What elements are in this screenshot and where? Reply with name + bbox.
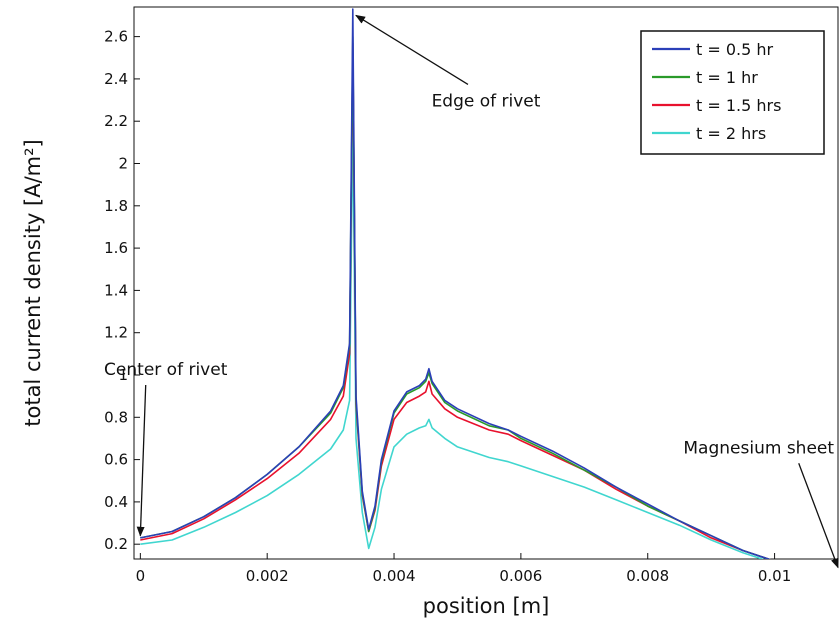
x-tick-label: 0.006 [499,567,542,585]
series-layer [140,8,771,559]
legend-label: t = 1 hr [696,68,758,87]
x-axis-title: position [m] [423,594,550,618]
y-tick-label: 1.8 [104,197,128,215]
annotation-arrow [136,384,147,537]
annotation-label: Magnesium sheet [683,438,834,458]
legend: t = 0.5 hr t = 1 hr t = 1.5 hrs t = 2 hrs [640,30,825,155]
legend-label: t = 2 hrs [696,124,766,143]
y-tick-label: 0.2 [104,535,128,553]
y-tick-label: 2.4 [104,70,128,88]
annotation-arrow [798,463,839,569]
x-tick-label: 0.008 [626,567,669,585]
y-tick-label: 1 [118,366,128,384]
legend-label: t = 0.5 hr [696,40,774,59]
y-tick-label: 0.8 [104,408,128,426]
y-tick-label: 2.2 [104,112,128,130]
annotation-label: Center of rivet [104,360,228,380]
y-tick-label: 1.2 [104,324,128,342]
y-tick-label: 1.4 [104,281,128,299]
annotations-layer: Edge of rivet Center of rivet Magnesium sh… [104,14,839,569]
series-line-3 [140,120,765,559]
series-line-1 [140,35,771,559]
series-line-0 [140,8,771,559]
y-axis-title: total current density [A/m²] [21,139,45,427]
y-tick-label: 0.4 [104,493,128,511]
x-tick-label: 0.002 [246,567,289,585]
y-tick-label: 2 [118,155,128,173]
annotation-label: Edge of rivet [432,91,541,111]
legend-label: t = 1.5 hrs [696,96,781,115]
y-tick-label: 2.6 [104,28,128,46]
x-tick-label: 0 [136,567,146,585]
annotation-arrow [355,14,469,85]
y-tick-label: 0.6 [104,451,128,469]
x-tick-label: 0.01 [758,567,791,585]
y-tick-label: 1.6 [104,239,128,257]
ticks-layer: 0 0.002 0.004 0.006 0.008 0.01 0.2 0.4 0.6 0.8 1 1.… [104,28,791,585]
x-tick-label: 0.004 [373,567,416,585]
